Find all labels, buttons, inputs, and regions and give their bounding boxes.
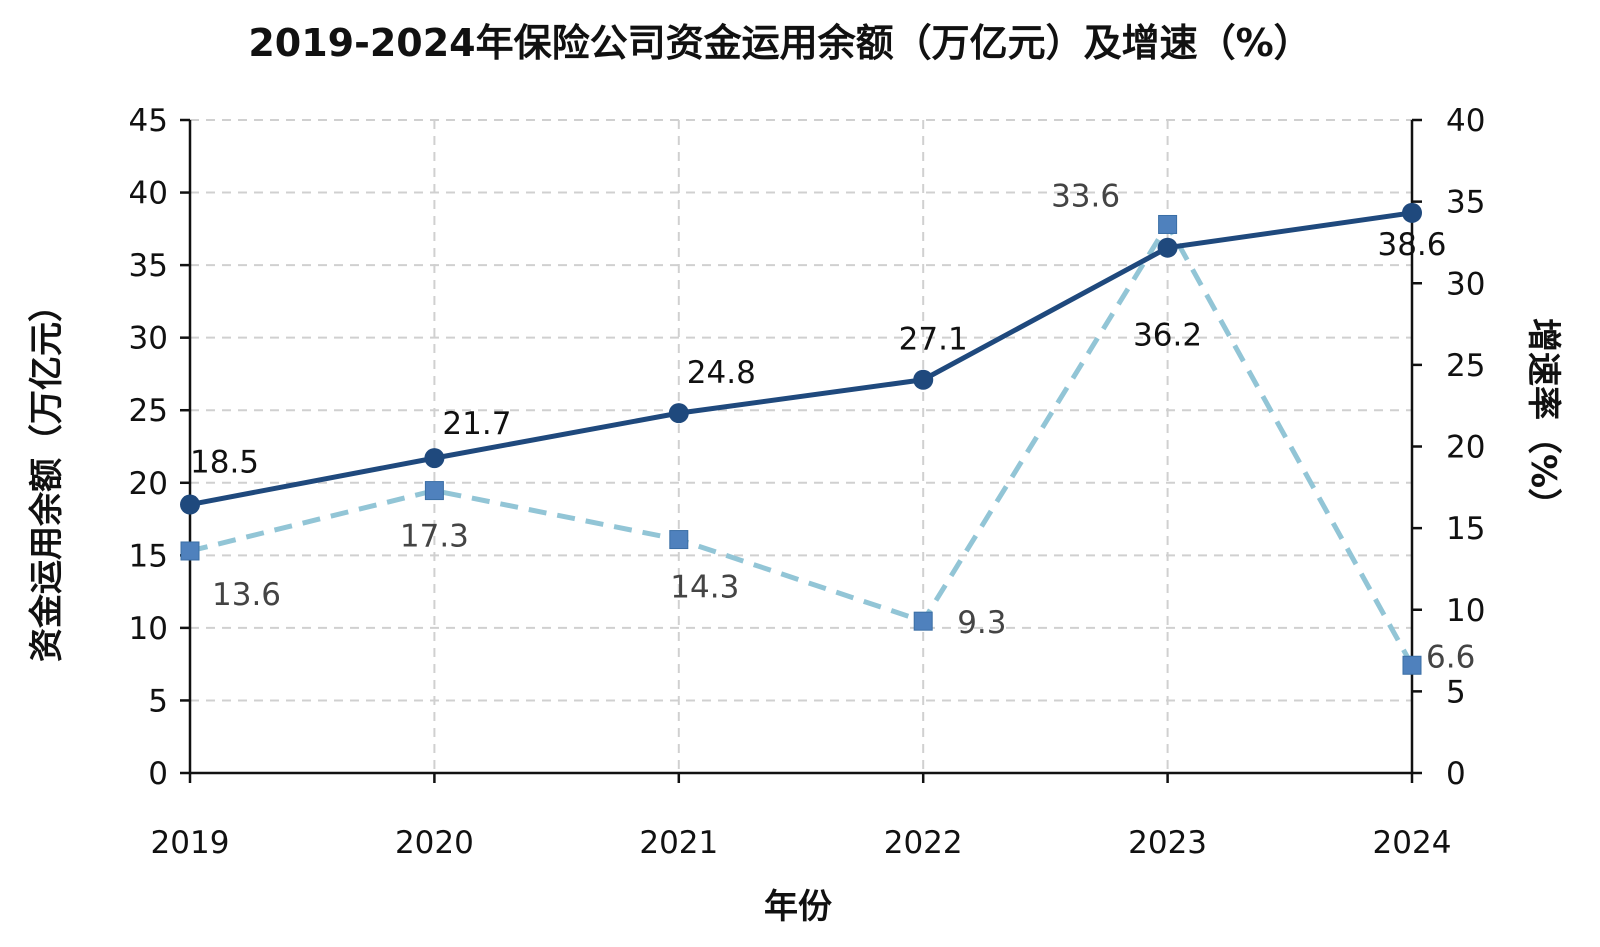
y2-tick-label: 20 [1446, 430, 1485, 466]
y-tick-label: 25 [129, 393, 168, 429]
balance-data-label: 18.5 [190, 445, 259, 481]
data-labels: 18.5 21.7 24.8 27.1 36.2 38.6 13.6 17.3 14.3 9.3 3… [190, 178, 1475, 675]
growth-rate-data-label: 13.6 [212, 577, 281, 613]
growth-rate-data-label: 14.3 [670, 570, 739, 606]
y2-tick-label: 40 [1446, 103, 1485, 139]
growth-rate-data-label: 9.3 [957, 605, 1006, 641]
x-tick-label: 2022 [884, 825, 963, 861]
x-tick-label: 2020 [395, 825, 474, 861]
x-axis-title: 年份 [764, 887, 832, 927]
growth-rate-line [189, 219, 1415, 667]
y-tick-label: 20 [129, 466, 168, 502]
balance-point [1402, 202, 1422, 223]
x-tick-label: 2019 [151, 825, 230, 861]
balance-data-label: 27.1 [899, 322, 968, 358]
growth-rate-point [913, 611, 933, 631]
balance-point [913, 369, 934, 390]
balance-data-label: 36.2 [1133, 318, 1202, 354]
y2-axis-title: 增速率（%） [1523, 318, 1563, 522]
y-tick-label: 35 [129, 248, 168, 284]
grid [190, 119, 1412, 773]
y-tick-label: 10 [129, 611, 168, 647]
tick-labels: 0 5 10 15 20 25 30 35 40 45 0 5 10 15 20 25 30 35 40 2019 20… [129, 103, 1486, 861]
growth-rate-point [1402, 655, 1422, 675]
x-tick-label: 2023 [1128, 825, 1207, 861]
growth-rate-data-label: 6.6 [1426, 639, 1475, 675]
y2-tick-label: 35 [1446, 185, 1485, 221]
balance-point [668, 403, 689, 424]
y-tick-label: 5 [148, 683, 168, 719]
y2-tick-label: 30 [1446, 266, 1485, 302]
y-tick-label: 45 [129, 103, 168, 139]
chart-title: 2019-2024年保险公司资金运用余额（万亿元）及增速（%） [248, 21, 1311, 65]
y2-tick-label: 15 [1446, 511, 1485, 547]
y2-tick-label: 25 [1446, 348, 1485, 384]
x-tick-label: 2024 [1373, 825, 1452, 861]
growth-rate-point [1158, 214, 1178, 234]
growth-rate-data-label: 33.6 [1051, 178, 1120, 214]
balance-point [180, 494, 200, 515]
balance-data-label: 24.8 [687, 355, 756, 391]
y-tick-label: 30 [129, 321, 168, 357]
balance-data-label: 21.7 [442, 406, 511, 442]
growth-rate-data-label: 17.3 [400, 519, 469, 555]
balance-data-label: 38.6 [1377, 227, 1446, 263]
axes [180, 118, 1422, 783]
y2-tick-label: 0 [1446, 756, 1466, 792]
balance-line [189, 210, 1413, 508]
y-tick-label: 40 [129, 176, 168, 212]
x-tick-label: 2021 [639, 825, 718, 861]
series [180, 202, 1422, 675]
y2-tick-label: 10 [1446, 593, 1485, 629]
growth-rate-point [669, 530, 689, 550]
y2-tick-label: 5 [1446, 674, 1466, 710]
y-tick-label: 15 [129, 538, 168, 574]
growth-rate-point [180, 541, 200, 561]
y-axis-title: 资金运用余额（万亿元） [27, 288, 67, 662]
growth-rate-point [424, 481, 444, 501]
y-tick-label: 0 [148, 756, 168, 792]
balance-point [424, 448, 445, 469]
balance-point [1157, 237, 1178, 258]
